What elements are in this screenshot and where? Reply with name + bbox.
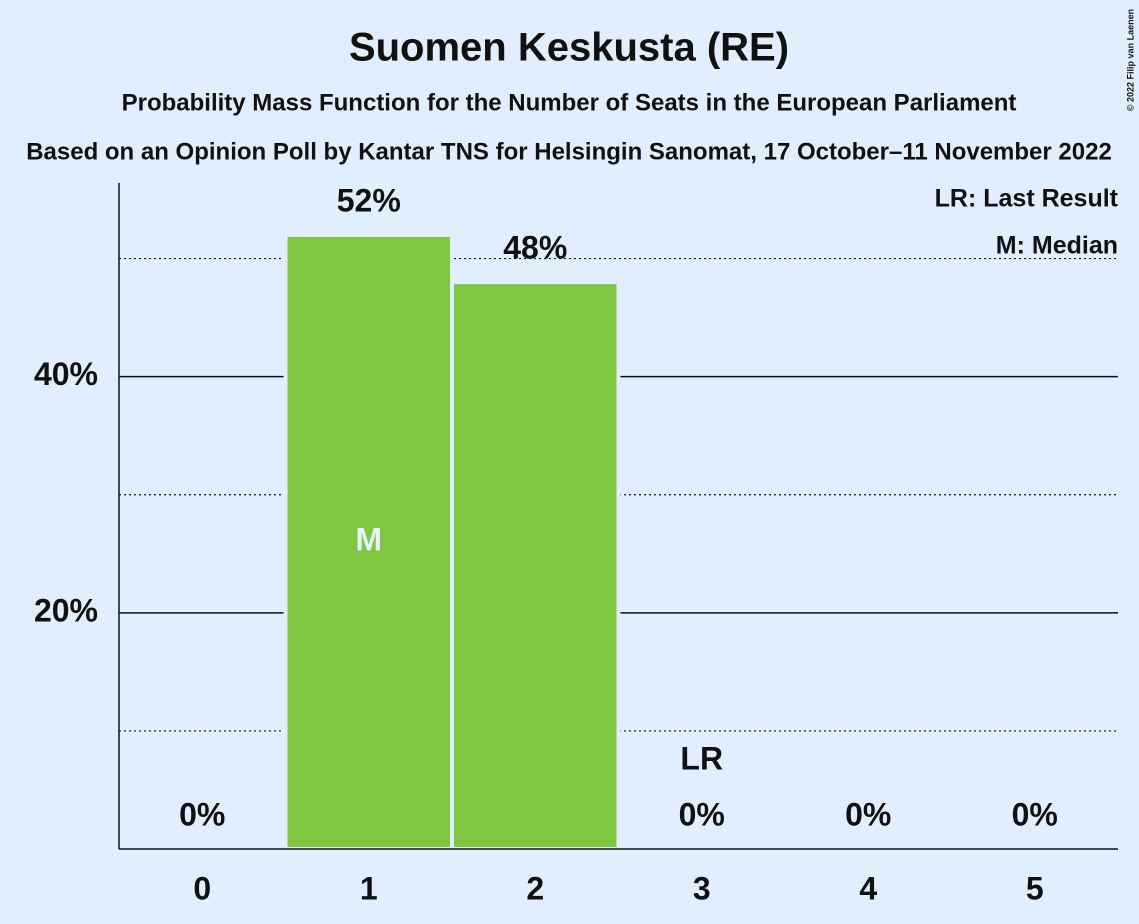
value-label: 48%: [503, 230, 567, 266]
value-label: 52%: [337, 182, 401, 218]
x-tick-label: 1: [360, 870, 378, 906]
legend-entry: M: Median: [996, 232, 1118, 260]
y-tick-label: 20%: [34, 592, 98, 628]
value-label: 0%: [679, 796, 725, 832]
chart-subtitle: Probability Mass Function for the Number…: [122, 89, 1017, 116]
x-tick-label: 4: [859, 870, 877, 906]
x-tick-label: 5: [1026, 870, 1044, 906]
last-result-marker: LR: [680, 740, 723, 776]
value-label: 0%: [845, 796, 891, 832]
value-label: 0%: [1012, 796, 1058, 832]
chart-title: Suomen Keskusta (RE): [349, 26, 789, 70]
x-tick-label: 0: [193, 870, 211, 906]
median-marker: M: [355, 521, 382, 557]
copyright: © 2022 Filip van Laenen: [1125, 9, 1135, 111]
y-tick-label: 40%: [34, 356, 98, 392]
bar: [450, 280, 621, 852]
x-tick-label: 3: [693, 870, 711, 906]
value-label: 0%: [179, 796, 225, 832]
legend-entry: LR: Last Result: [935, 185, 1119, 213]
chart-source: Based on an Opinion Poll by Kantar TNS f…: [26, 138, 1112, 165]
x-tick-label: 2: [526, 870, 544, 906]
